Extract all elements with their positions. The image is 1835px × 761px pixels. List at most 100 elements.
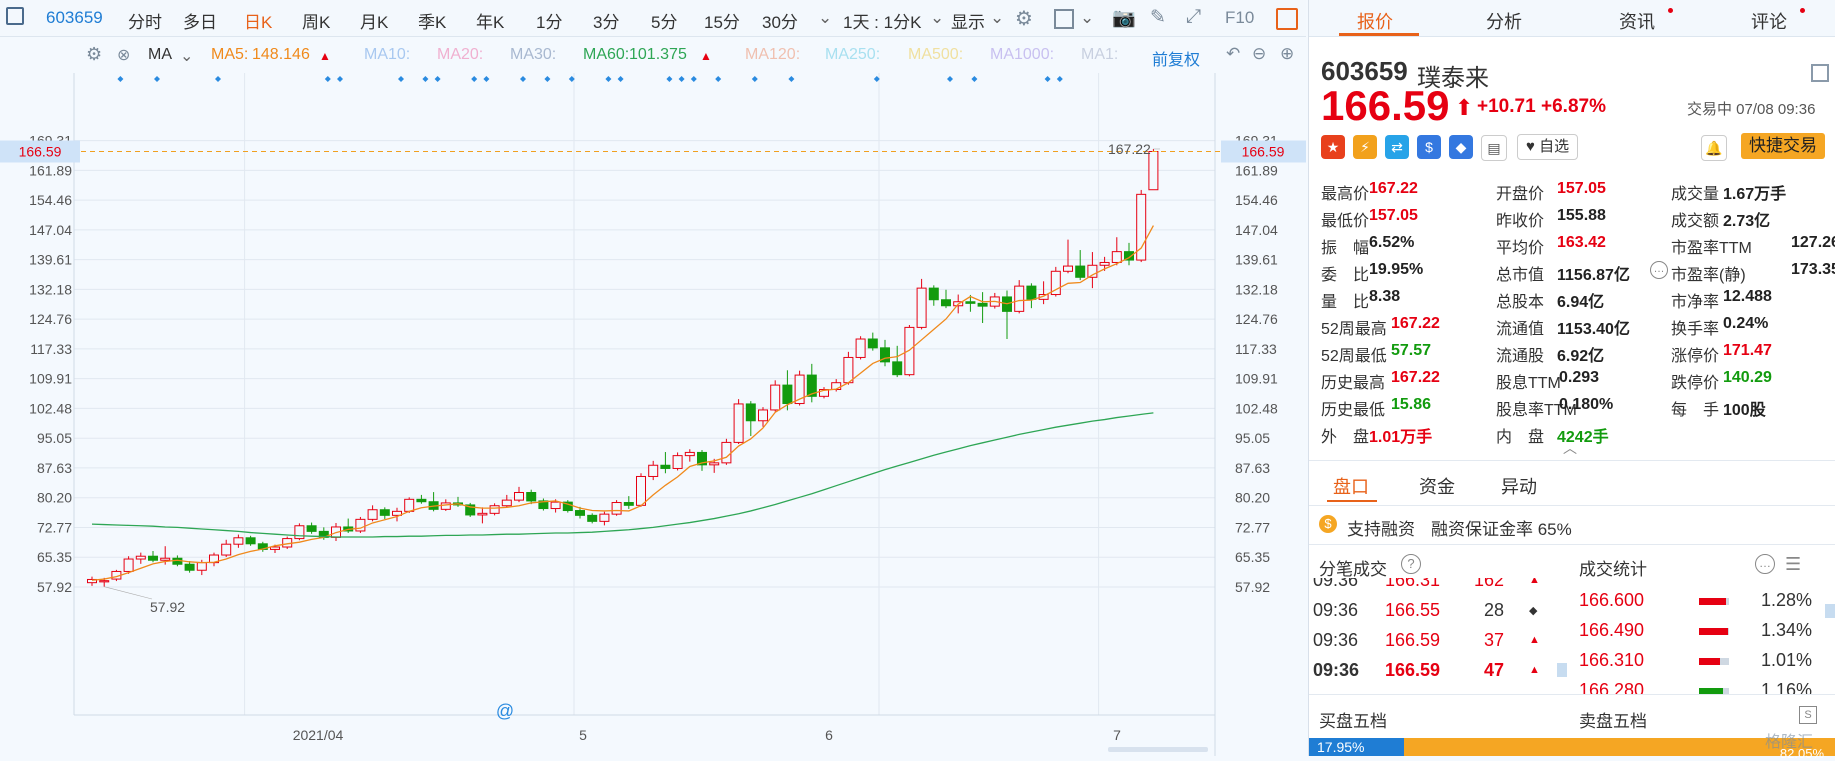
candle bbox=[1075, 250, 1086, 281]
candle-body bbox=[733, 403, 744, 443]
zoom-in-icon[interactable]: ⊕ bbox=[1280, 44, 1295, 63]
tab-quote[interactable]: 报价 bbox=[1357, 12, 1393, 32]
chart-period-select[interactable]: 1天 : 1分K bbox=[843, 13, 922, 32]
period-tab-5[interactable]: 季K bbox=[418, 13, 447, 32]
period-tab-11[interactable]: 30分 bbox=[762, 13, 798, 32]
period-tab-10[interactable]: 15分 bbox=[704, 13, 740, 32]
tab-comments[interactable]: 评论 bbox=[1751, 12, 1787, 32]
period-tab-6[interactable]: 年K bbox=[476, 13, 505, 32]
up-arrow-icon: ▲ bbox=[1529, 634, 1540, 646]
display-menu[interactable]: 显示 bbox=[951, 13, 985, 32]
more-info-icon[interactable]: … bbox=[1650, 261, 1668, 279]
adjust-button[interactable]: 前复权 bbox=[1152, 52, 1201, 69]
candle-body bbox=[477, 512, 488, 516]
y-tick-label-left: 139.61 bbox=[29, 252, 72, 268]
ticks-scroll-indicator[interactable] bbox=[1557, 663, 1567, 677]
candle-body bbox=[196, 562, 207, 571]
candle bbox=[1111, 237, 1122, 266]
event-marker-icon bbox=[568, 76, 575, 82]
more-icon[interactable]: … bbox=[1755, 554, 1775, 574]
candle bbox=[599, 511, 610, 526]
field-value: 155.88 bbox=[1557, 207, 1606, 224]
fast-trade-button[interactable]: 快捷交易 bbox=[1741, 133, 1825, 159]
field-label: 振 幅 bbox=[1321, 240, 1370, 257]
chevron-down-icon[interactable]: ⌄ bbox=[990, 8, 1005, 27]
candle bbox=[416, 494, 427, 504]
settings-gear-icon[interactable]: ⚙ bbox=[86, 44, 103, 64]
subtab-changes[interactable]: 异动 bbox=[1501, 477, 1537, 497]
pencil-icon[interactable]: ✎ bbox=[1150, 7, 1166, 28]
candle bbox=[941, 289, 951, 309]
y-tick-label-right: 102.48 bbox=[1235, 400, 1278, 416]
ticks-list[interactable]: 09:36 166.31 162 ▲ 09:36 166.55 28 ◆ 09:36 166.59… bbox=[1309, 578, 1565, 694]
dollar-icon[interactable]: $ bbox=[1417, 135, 1441, 159]
bookmark-icon[interactable]: ▤ bbox=[1481, 135, 1507, 161]
tab-analysis[interactable]: 分析 bbox=[1486, 12, 1522, 32]
period-tab-0[interactable]: 分时 bbox=[128, 13, 162, 32]
period-tab-8[interactable]: 3分 bbox=[593, 13, 620, 32]
candle-body bbox=[684, 451, 695, 457]
event-marker-icon bbox=[422, 76, 429, 82]
candle-body bbox=[404, 498, 415, 512]
period-tab-1[interactable]: 多日 bbox=[183, 13, 217, 32]
undo-icon[interactable]: ↶ bbox=[1226, 44, 1241, 63]
china-flag-icon[interactable]: ★ bbox=[1321, 135, 1345, 159]
candle-body bbox=[1124, 251, 1134, 261]
subtab-orderbook[interactable]: 盘口 bbox=[1333, 477, 1369, 497]
chevron-down-icon[interactable]: ⌄ bbox=[930, 8, 945, 27]
settings-gear-icon[interactable]: ⚙ bbox=[1015, 8, 1033, 30]
stat-price: 166.280 bbox=[1579, 680, 1645, 694]
tag-icon[interactable]: ◆ bbox=[1449, 135, 1473, 159]
menu-panel-icon[interactable] bbox=[1811, 64, 1829, 82]
field-label: 股息率TTM bbox=[1496, 402, 1577, 419]
field-label: 量 比 bbox=[1321, 294, 1370, 311]
zoom-out-icon[interactable]: ⊖ bbox=[1252, 44, 1267, 63]
indicator-type[interactable]: MA bbox=[148, 46, 172, 63]
help-icon[interactable]: ? bbox=[1401, 554, 1421, 574]
chevron-down-icon[interactable]: ⌄ bbox=[1080, 8, 1095, 27]
candle-body bbox=[221, 543, 232, 556]
settings-sliders-icon[interactable]: ☰ bbox=[1785, 554, 1802, 574]
tab-news[interactable]: 资讯 bbox=[1619, 12, 1655, 32]
ma120-label: MA120: bbox=[745, 46, 801, 63]
event-marker-icon bbox=[715, 76, 722, 82]
candlestick-chart[interactable]: 169.31169.31161.89161.89154.46154.46147.… bbox=[0, 73, 1306, 756]
period-tab-3[interactable]: 周K bbox=[302, 13, 331, 32]
checkbox-icon[interactable] bbox=[1054, 9, 1074, 29]
chevron-down-icon[interactable]: ⌄ bbox=[180, 48, 194, 65]
camera-icon[interactable]: 📷 bbox=[1112, 8, 1136, 29]
field-label: 52周最低 bbox=[1321, 348, 1387, 365]
depth-menu-icon[interactable]: S bbox=[1799, 706, 1817, 724]
ma5-up-arrow-icon: ▲ bbox=[319, 49, 331, 63]
expand-chevron-icon[interactable]: ︿ bbox=[1563, 440, 1577, 456]
period-tab-2[interactable]: 日K bbox=[244, 13, 273, 32]
field-value: 4242手 bbox=[1557, 429, 1609, 446]
period-tab-9[interactable]: 5分 bbox=[651, 13, 678, 32]
fullscreen-icon[interactable]: ⤢ bbox=[1186, 6, 1202, 27]
stats-scroll-indicator[interactable] bbox=[1825, 604, 1835, 618]
watermark-logo: 格隆汇 bbox=[1765, 734, 1814, 751]
price-tag-left bbox=[0, 140, 80, 163]
event-marker-icon bbox=[324, 76, 331, 82]
subtab-funds[interactable]: 资金 bbox=[1419, 477, 1455, 497]
shuffle-icon[interactable]: ⇄ bbox=[1385, 135, 1409, 159]
side-panel-icon[interactable] bbox=[1276, 8, 1298, 30]
square-icon[interactable] bbox=[6, 7, 24, 25]
indicator-bar: ⚙ ⊗ MA ⌄ MA5: 148.146 ▲ MA10: MA20: MA30… bbox=[0, 37, 1306, 73]
period-tab-4[interactable]: 月K bbox=[360, 13, 389, 32]
close-icon[interactable]: ⊗ bbox=[117, 47, 131, 64]
candle bbox=[965, 294, 976, 312]
field-value: 127.26 bbox=[1791, 234, 1835, 251]
lightning-icon[interactable]: ⚡ bbox=[1353, 135, 1377, 159]
f10-button[interactable]: F10 bbox=[1225, 8, 1255, 27]
candle bbox=[367, 505, 378, 522]
field-value: 167.22 bbox=[1391, 315, 1440, 332]
chevron-down-icon[interactable]: ⌄ bbox=[818, 8, 833, 27]
ma60-line bbox=[91, 412, 1154, 538]
event-marker-icon bbox=[666, 76, 673, 82]
watchlist-button[interactable]: ♥ 自选 bbox=[1517, 134, 1579, 160]
candle bbox=[294, 523, 305, 541]
period-tab-7[interactable]: 1分 bbox=[536, 13, 563, 32]
bell-icon[interactable]: 🔔 bbox=[1701, 135, 1727, 161]
price-tag-right bbox=[1221, 140, 1306, 163]
